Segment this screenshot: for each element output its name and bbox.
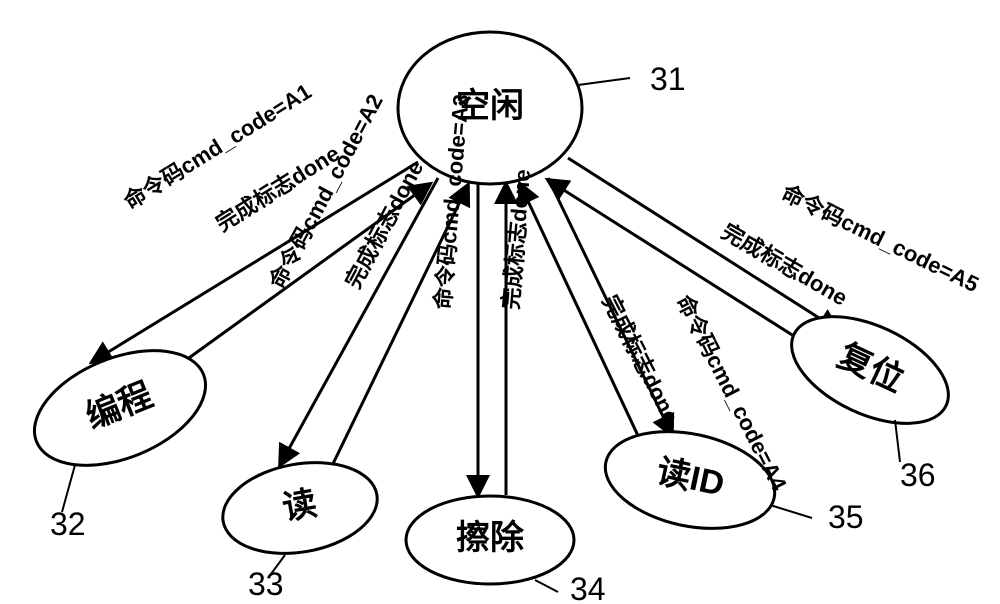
ref-line-reset [895, 420, 900, 462]
ref-label-reset: 36 [900, 457, 936, 493]
ref-line-erase [535, 580, 558, 592]
state-label-read: 读 [280, 484, 320, 527]
ref-label-read: 33 [248, 566, 284, 602]
state-node-erase: 擦除 [406, 496, 574, 584]
ref-label-erase: 34 [570, 571, 606, 604]
state-diagram: 空闲编程读擦除读ID复位 313233343536 命令码cmd_code=A1… [0, 0, 1000, 604]
state-label-erase: 擦除 [456, 518, 525, 557]
edge-back-label-2: 完成标志done [498, 168, 535, 310]
ref-label-readid: 35 [828, 499, 864, 535]
edge-back-label-3: 完成标志done [598, 291, 684, 428]
state-node-read: 读 [216, 451, 385, 565]
state-node-prog: 编程 [18, 328, 222, 488]
state-node-reset: 复位 [775, 295, 964, 446]
ref-line-prog [62, 465, 75, 512]
ref-line-idle [578, 78, 630, 85]
ref-label-prog: 32 [50, 506, 86, 542]
ref-label-idle: 31 [650, 61, 686, 97]
state-node-idle: 空闲 [398, 32, 582, 184]
edge-back-label-1: 完成标志done [340, 157, 428, 293]
ref-line-readid [770, 505, 812, 518]
